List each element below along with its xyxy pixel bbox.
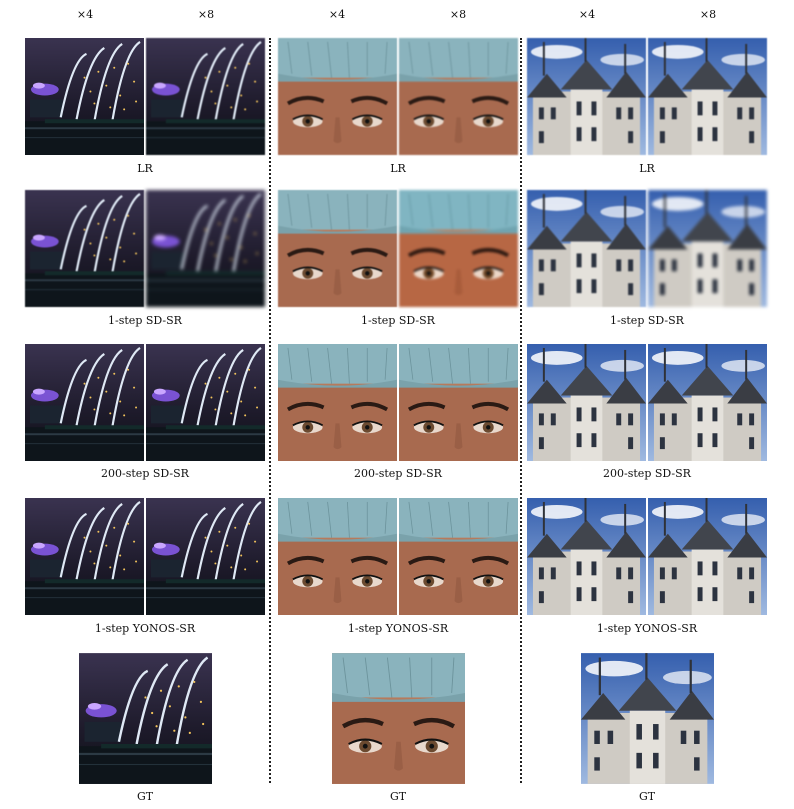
image-sd1-x4 [25, 190, 144, 307]
image-lr-x8 [399, 38, 518, 155]
image-yonos-x8 [648, 498, 767, 615]
image-sd1-x8 [399, 190, 518, 307]
image-sd1-x8 [146, 190, 265, 307]
image-yonos-x8 [399, 498, 518, 615]
image-lr-x4 [278, 38, 397, 155]
scale-label-x4: ×4 [578, 8, 596, 21]
image-sd1-x4 [527, 190, 646, 307]
image-lr-x4 [527, 38, 646, 155]
image-lr-x4 [25, 38, 144, 155]
row-caption: 1-step SD-SR [610, 314, 684, 327]
row-caption: 200-step SD-SR [354, 467, 442, 480]
image-yonos-x4 [25, 498, 144, 615]
column-separator [520, 38, 522, 783]
image-yonos-x4 [527, 498, 646, 615]
image-sd200-x4 [25, 344, 144, 461]
row-caption: GT [638, 790, 656, 803]
scale-label-x4: ×4 [76, 8, 94, 21]
row-caption: LR [137, 162, 153, 175]
image-lr-x8 [648, 38, 767, 155]
scale-label-x4: ×4 [328, 8, 346, 21]
image-yonos-x8 [146, 498, 265, 615]
image-sd200-x8 [146, 344, 265, 461]
row-caption: 1-step YONOS-SR [94, 622, 196, 635]
row-caption: 1-step YONOS-SR [596, 622, 698, 635]
image-sd1-x4 [278, 190, 397, 307]
image-lr-x8 [146, 38, 265, 155]
image-yonos-x4 [278, 498, 397, 615]
row-caption: LR [639, 162, 655, 175]
image-sd200-x4 [278, 344, 397, 461]
image-gt [79, 653, 212, 784]
scale-label-x8: ×8 [449, 8, 467, 21]
row-caption: 200-step SD-SR [101, 467, 189, 480]
row-caption: LR [390, 162, 406, 175]
image-gt [581, 653, 714, 784]
row-caption: GT [389, 790, 407, 803]
row-caption: 1-step SD-SR [108, 314, 182, 327]
image-sd200-x8 [399, 344, 518, 461]
image-sd200-x4 [527, 344, 646, 461]
row-caption: 1-step SD-SR [361, 314, 435, 327]
image-gt [332, 653, 465, 784]
image-sd200-x8 [648, 344, 767, 461]
column-separator [269, 38, 271, 783]
scale-label-x8: ×8 [197, 8, 215, 21]
row-caption: 1-step YONOS-SR [347, 622, 449, 635]
image-sd1-x8 [648, 190, 767, 307]
row-caption: GT [136, 790, 154, 803]
scale-label-x8: ×8 [699, 8, 717, 21]
row-caption: 200-step SD-SR [603, 467, 691, 480]
